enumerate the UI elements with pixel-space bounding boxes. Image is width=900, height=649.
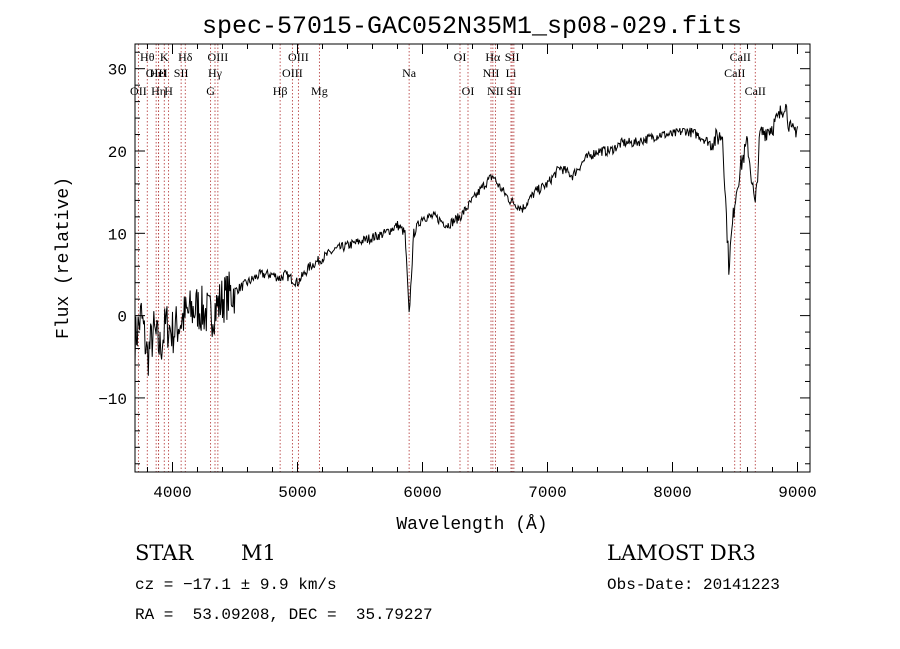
line-marker-label: Hθ xyxy=(140,50,155,64)
line-marker-label: Hβ xyxy=(273,84,288,98)
line-marker-label: OIII xyxy=(208,50,229,64)
line-marker-label: Hα xyxy=(485,50,501,64)
line-marker-label: OI xyxy=(454,50,467,64)
x-axis-label: Wavelength (Å) xyxy=(396,514,547,535)
x-tick-label: 7000 xyxy=(528,484,566,502)
spectrum-series-line xyxy=(134,103,798,376)
line-marker-label: H xyxy=(164,84,173,98)
line-marker-label: OIII xyxy=(282,66,303,80)
y-tick-label: 20 xyxy=(108,144,127,162)
x-tick-label: 5000 xyxy=(278,484,316,502)
line-marker-label: SII xyxy=(174,66,189,80)
x-tick-label: 9000 xyxy=(778,484,816,502)
line-marker-label: Hη xyxy=(151,84,166,98)
emission-line-markers: OIIHθOIIIHeIHηKHSIIHδGHγOIIIHβOIIIOIIIMg… xyxy=(130,44,766,472)
line-marker-label: Na xyxy=(402,66,417,80)
x-tick-label: 4000 xyxy=(153,484,191,502)
line-marker-label: CaII xyxy=(730,50,751,64)
object-subclass: M1 xyxy=(241,541,276,565)
line-marker-label: SII xyxy=(505,50,520,64)
coordinates: RA = 53.09208, DEC = 35.79227 xyxy=(135,606,433,624)
line-marker-label: Mg xyxy=(311,84,328,98)
line-marker-label: CaII xyxy=(724,66,745,80)
object-class: STAR xyxy=(135,541,194,565)
redshift-info: cz = −17.1 ± 9.9 km/s xyxy=(135,576,337,594)
survey-name: LAMOST DR3 xyxy=(607,541,756,565)
line-marker-label: Li xyxy=(506,66,517,80)
axis-ticks: 4000 5000 6000 7000 8000 9000 −10 0 10 20 30 xyxy=(98,44,817,502)
chart-title: spec-57015-GAC052N35M1_sp08-029.fits xyxy=(202,12,742,41)
y-tick-label: 10 xyxy=(108,226,127,244)
plot-frame xyxy=(134,43,811,473)
line-marker-label: Hγ xyxy=(208,66,223,80)
line-marker-label: NII xyxy=(483,66,500,80)
y-tick-label: −10 xyxy=(98,391,127,409)
y-axis-label: Flux (relative) xyxy=(54,177,74,339)
line-marker-label: OI xyxy=(462,84,475,98)
line-marker-label: SII xyxy=(507,84,522,98)
line-marker-label: CaII xyxy=(745,84,766,98)
x-tick-label: 6000 xyxy=(403,484,441,502)
line-marker-label: NII xyxy=(487,84,504,98)
y-tick-label: 30 xyxy=(108,62,127,80)
line-marker-label: OII xyxy=(130,84,147,98)
x-tick-label: 8000 xyxy=(653,484,691,502)
line-marker-label: K xyxy=(160,50,169,64)
line-marker-label: Hδ xyxy=(178,50,193,64)
line-marker-label: OIII xyxy=(146,66,167,80)
line-marker-label: G xyxy=(206,84,215,98)
y-tick-label: 0 xyxy=(117,309,127,327)
observation-date: Obs-Date: 20141223 xyxy=(607,576,780,594)
line-marker-label: OIII xyxy=(288,50,309,64)
